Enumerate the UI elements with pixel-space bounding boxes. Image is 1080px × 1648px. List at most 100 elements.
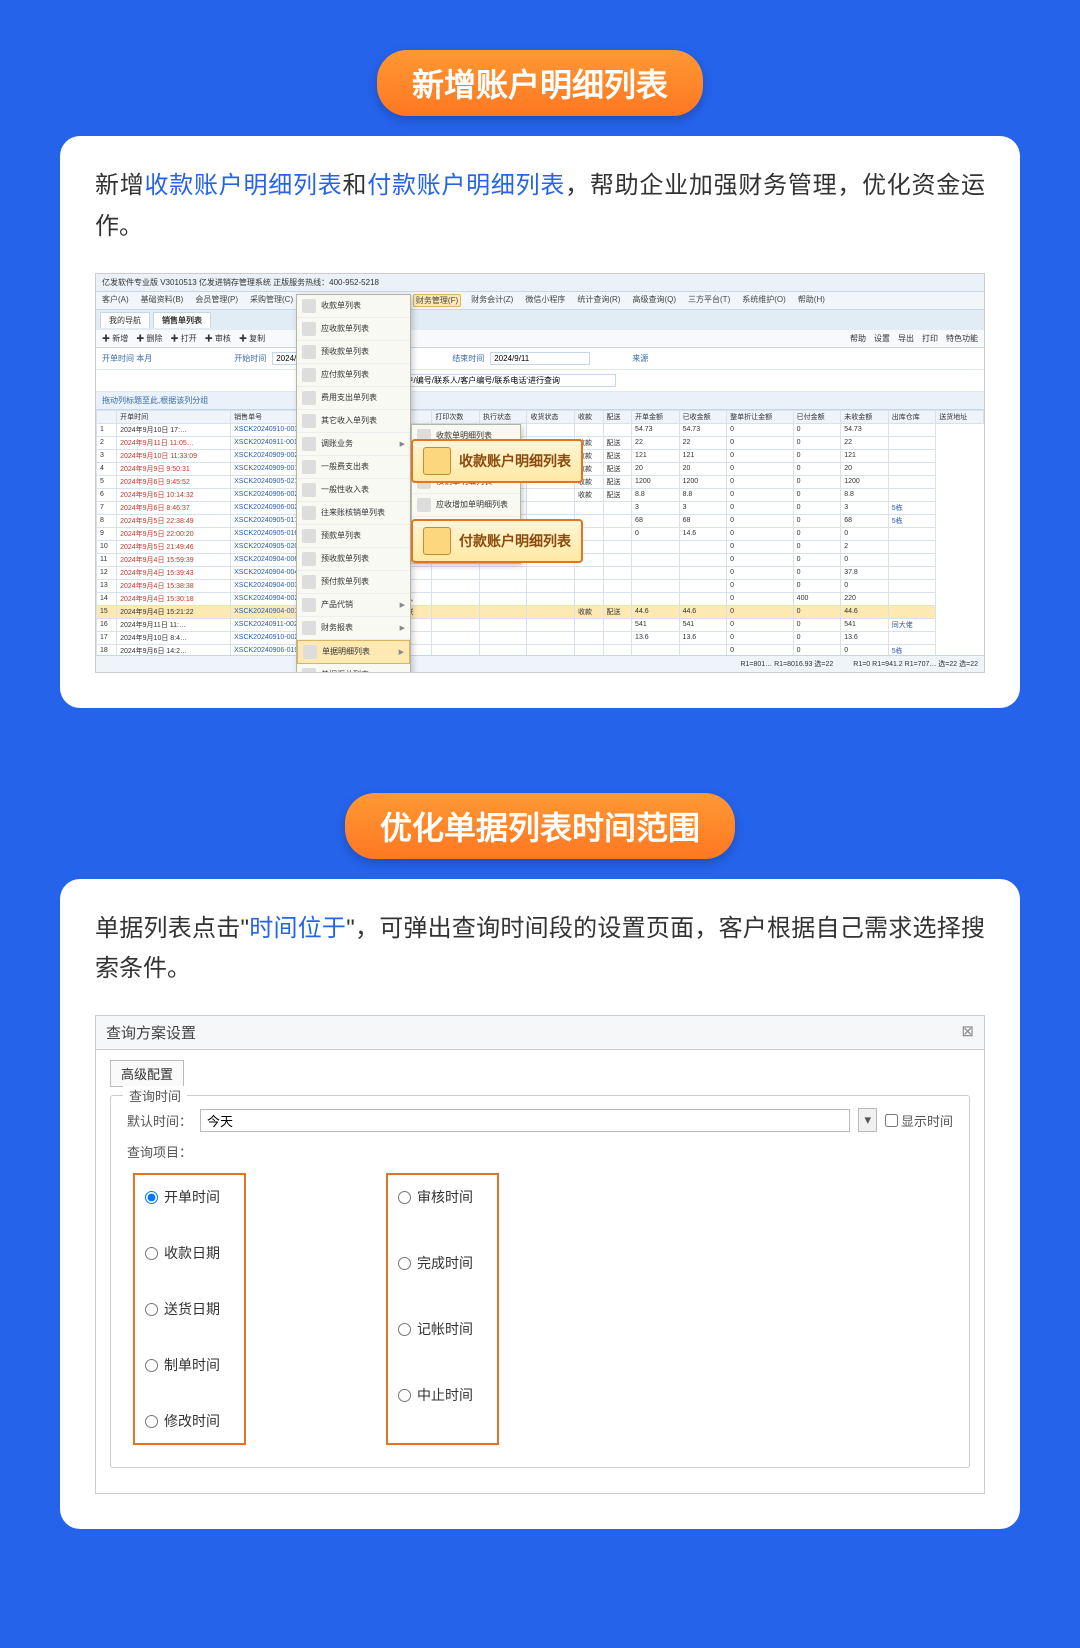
radio-input[interactable] [398,1191,411,1204]
radio-input[interactable] [398,1389,411,1402]
menu-item[interactable]: 预款单列表 [297,525,410,548]
end-date-input[interactable] [490,352,590,365]
show-time-checkbox[interactable]: 显示时间 [885,1111,953,1130]
tabbar: 我的导航销售单列表 [96,310,984,330]
callout-pay: 付款账户明细列表 [411,519,583,563]
toolbar-button[interactable]: 特色功能 [946,333,978,344]
close-icon[interactable]: ⊠ [961,1022,974,1043]
table-row[interactable]: 162024年9月11日 11:…XSCK20240911-002李李李李541… [97,618,984,631]
table-row[interactable]: 12024年9月10日 17:…XSCK20240910-003李李李李54.7… [97,423,984,436]
search-input[interactable] [376,374,616,387]
menu-item[interactable]: 应付款单列表 [297,364,410,387]
menu-item[interactable]: 收款单列表 [297,295,410,318]
menu-item[interactable]: 高级查询(Q) [630,294,678,307]
menu-item[interactable]: 财务报表▶ [297,617,410,640]
table-row[interactable]: 172024年9月10日 8:4…XSCK20240910-002李李10213… [97,631,984,644]
default-time-input[interactable] [200,1109,850,1132]
filter-label: 开单时间 本月 [102,353,152,364]
section1-title: 新增账户明细列表 [377,50,703,116]
menu-item[interactable]: 采购管理(C) [248,294,295,307]
time-option[interactable]: 审核时间 [398,1187,473,1207]
radio-input[interactable] [145,1359,158,1372]
menu-item[interactable]: 微信小程序 [523,294,567,307]
time-option[interactable]: 收款日期 [145,1243,220,1263]
menu-item[interactable]: 会员管理(P) [193,294,240,307]
advanced-tab[interactable]: 高级配置 [110,1060,184,1087]
menu-icon [302,552,316,566]
toolbar-button[interactable]: ✚ 复制 [239,333,265,344]
time-option[interactable]: 中止时间 [398,1385,473,1405]
toolbar-button[interactable]: ✚ 删除 [136,333,162,344]
show-time-input[interactable] [885,1114,898,1127]
section1-card: 新增收款账户明细列表和付款账户明细列表，帮助企业加强财务管理，优化资金运作。 亿… [60,136,1020,708]
menu-item[interactable]: 预付款单列表 [297,571,410,594]
left-options: 开单时间收款日期送货日期制单时间修改时间 [133,1173,246,1445]
time-option[interactable]: 开单时间 [145,1187,220,1207]
menu-item[interactable]: 预收款单列表 [297,548,410,571]
table-row[interactable]: 122024年9月4日 15:39:43XSCK20240904-004李李10… [97,566,984,579]
menu-item[interactable]: 基础资料(B) [139,294,186,307]
toolbar-button[interactable]: ✚ 审核 [205,333,231,344]
time-option[interactable]: 制单时间 [145,1355,220,1375]
menu-item[interactable]: 费用支出单列表 [297,387,410,410]
radio-input[interactable] [145,1191,158,1204]
menu-icon [302,575,316,589]
menu-item[interactable]: 应收款单列表 [297,318,410,341]
toolbar-button[interactable]: 导出 [898,333,914,344]
menu-icon [302,460,316,474]
time-option[interactable]: 记帐时间 [398,1319,473,1339]
option-columns: 开单时间收款日期送货日期制单时间修改时间 审核时间完成时间记帐时间中止时间 [127,1173,953,1445]
tab[interactable]: 销售单列表 [153,312,211,328]
menu-item[interactable]: 其它收入单列表 [297,410,410,433]
radio-input[interactable] [398,1257,411,1270]
menu-item[interactable]: 三方平台(T) [686,294,732,307]
toolbar-button[interactable]: 设置 [874,333,890,344]
desc-text: 和 [342,172,367,199]
menu-icon [302,391,316,405]
menu-item[interactable]: 一般性收入表 [297,479,410,502]
toolbar-button[interactable]: ✚ 打开 [170,333,196,344]
menu-item[interactable]: 预收款单列表 [297,341,410,364]
toolbar: ✚ 新增 ✚ 删除 ✚ 打开 ✚ 审核 ✚ 复制 帮助设置导出打印特色功能 [96,330,984,348]
callout-receive: 收款账户明细列表 [411,439,583,483]
menu-item[interactable]: 产品代销▶ [297,594,410,617]
menu-item[interactable]: 帮助(H) [796,294,827,307]
menu-item[interactable]: 调账业务▶ [297,433,410,456]
menu-icon [303,645,317,659]
time-option[interactable]: 修改时间 [145,1411,220,1431]
menu-item[interactable]: 客户(A) [100,294,131,307]
dropdown-toggle[interactable]: ▾ [858,1108,877,1132]
toolbar-button[interactable]: ✚ 新增 [102,333,128,344]
menu-item[interactable]: 统计查询(R) [575,294,622,307]
dialog-body: 高级配置 查询时间 默认时间： ▾ 显示时间 查询项目： 开单时间收款日期送货日… [96,1050,984,1493]
radio-input[interactable] [145,1415,158,1428]
receive-icon [423,447,451,475]
tab[interactable]: 我的导航 [100,312,150,328]
table-row[interactable]: 72024年9月6日 8:46:37XSCK20240906-002零售客户零售… [97,501,984,514]
toolbar-button[interactable]: 打印 [922,333,938,344]
radio-input[interactable] [145,1303,158,1316]
time-option[interactable]: 送货日期 [145,1299,220,1319]
filter-label: 开始时间 [234,353,266,364]
app-screenshot-2: 查询方案设置 ⊠ 高级配置 查询时间 默认时间： ▾ 显示时间 查询项目： 开单 [95,1015,985,1494]
menu-item[interactable]: 往来账核销单列表 [297,502,410,525]
radio-input[interactable] [398,1323,411,1336]
menu-item[interactable]: 单据明细列表▶ [297,640,410,664]
table-row[interactable]: 142024年9月4日 15:30:18XSCK20240904-002甲客户系… [97,592,984,605]
menu-item[interactable]: 财务管理(F) [413,294,461,307]
callout-label: 付款账户明细列表 [459,531,571,551]
menu-item[interactable]: 系统维护(O) [740,294,788,307]
menu-icon [417,498,431,512]
menu-item[interactable]: 单据汇总列表▶ [297,664,410,673]
submenu-item[interactable]: 应收增加单明细列表 [412,494,520,517]
table-row[interactable]: 62024年9月6日 10:14:32XSCK20240906-002李李李李收… [97,488,984,501]
toolbar-button[interactable]: 帮助 [850,333,866,344]
groupby-hint: 拖动列标题至此,根据该列分组 [96,392,984,410]
radio-input[interactable] [145,1247,158,1260]
menu-item[interactable]: 财务会计(Z) [469,294,515,307]
time-option[interactable]: 完成时间 [398,1253,473,1273]
table-row[interactable]: 152024年9月4日 15:21:22XSCK20240904-001零售客户… [97,605,984,618]
menu-item[interactable]: 一般费支出表 [297,456,410,479]
menu-icon [302,437,316,451]
table-row[interactable]: 132024年9月4日 15:38:38XSCK20240904-003李李10… [97,579,984,592]
